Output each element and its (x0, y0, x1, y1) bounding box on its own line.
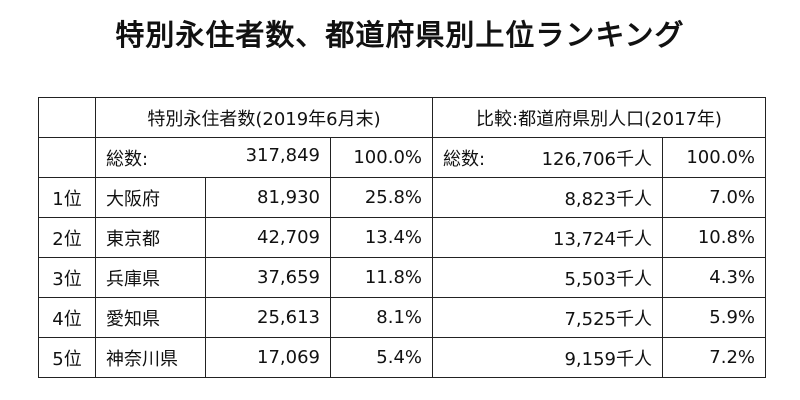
rank: 1位 (38, 177, 96, 218)
population: 13,724千人 (432, 217, 663, 258)
total-label: 総数: (106, 148, 149, 170)
ranking-row: 4位 愛知県 25,613 8.1% 7,525千人 5.9% (38, 297, 766, 338)
count: 81,930 (205, 177, 331, 218)
population: 8,823千人 (432, 177, 663, 218)
prefecture: 兵庫県 (95, 257, 206, 298)
header-cell: 比較:都道府県別人口(2017年) (432, 97, 766, 138)
population-percent: 10.8% (662, 217, 766, 258)
percent: 8.1% (330, 297, 433, 338)
percent: 13.4% (330, 217, 433, 258)
ranking-table: 特別永住者数(2019年6月末) 比較:都道府県別人口(2017年) 総数: 31… (38, 97, 766, 378)
total-row: 総数: 317,849 100.0% 総数: 126,706千人 100.0% (38, 137, 766, 178)
count: 42,709 (205, 217, 331, 258)
population: 7,525千人 (432, 297, 663, 338)
population-percent: 5.9% (662, 297, 766, 338)
population: 9,159千人 (432, 337, 663, 378)
population-percent: 7.2% (662, 337, 766, 378)
percent: 11.8% (330, 257, 433, 298)
rank: 5位 (38, 337, 96, 378)
prefecture: 東京都 (95, 217, 206, 258)
rank: 2位 (38, 217, 96, 258)
population-percent: 4.3% (662, 257, 766, 298)
ranking-row: 3位 兵庫県 37,659 11.8% 5,503千人 4.3% (38, 257, 766, 298)
ranking-row: 5位 神奈川県 17,069 5.4% 9,159千人 7.2% (38, 337, 766, 378)
prefecture: 神奈川県 (95, 337, 206, 378)
total-label: 総数: (443, 148, 486, 170)
ranking-row: 2位 東京都 42,709 13.4% 13,724千人 10.8% (38, 217, 766, 258)
percent: 25.8% (330, 177, 433, 218)
rank: 4位 (38, 297, 96, 338)
population: 5,503千人 (432, 257, 663, 298)
header-row: 特別永住者数(2019年6月末) 比較:都道府県別人口(2017年) (38, 97, 766, 138)
percent: 5.4% (330, 337, 433, 378)
prefecture: 大阪府 (95, 177, 206, 218)
ranking-row: 1位 大阪府 81,930 25.8% 8,823千人 7.0% (38, 177, 766, 218)
total-population: 126,706千人 (541, 148, 652, 170)
total-pct: 100.0% (330, 137, 433, 178)
total-pct: 100.0% (662, 137, 766, 178)
count: 37,659 (205, 257, 331, 298)
page-title: 特別永住者数、都道府県別上位ランキング (115, 18, 685, 52)
population-percent: 7.0% (662, 177, 766, 218)
count: 25,613 (205, 297, 331, 338)
total-count: 317,849 (245, 144, 320, 166)
rank: 3位 (38, 257, 96, 298)
count: 17,069 (205, 337, 331, 378)
header-cell: 特別永住者数(2019年6月末) (95, 97, 433, 138)
prefecture: 愛知県 (95, 297, 206, 338)
